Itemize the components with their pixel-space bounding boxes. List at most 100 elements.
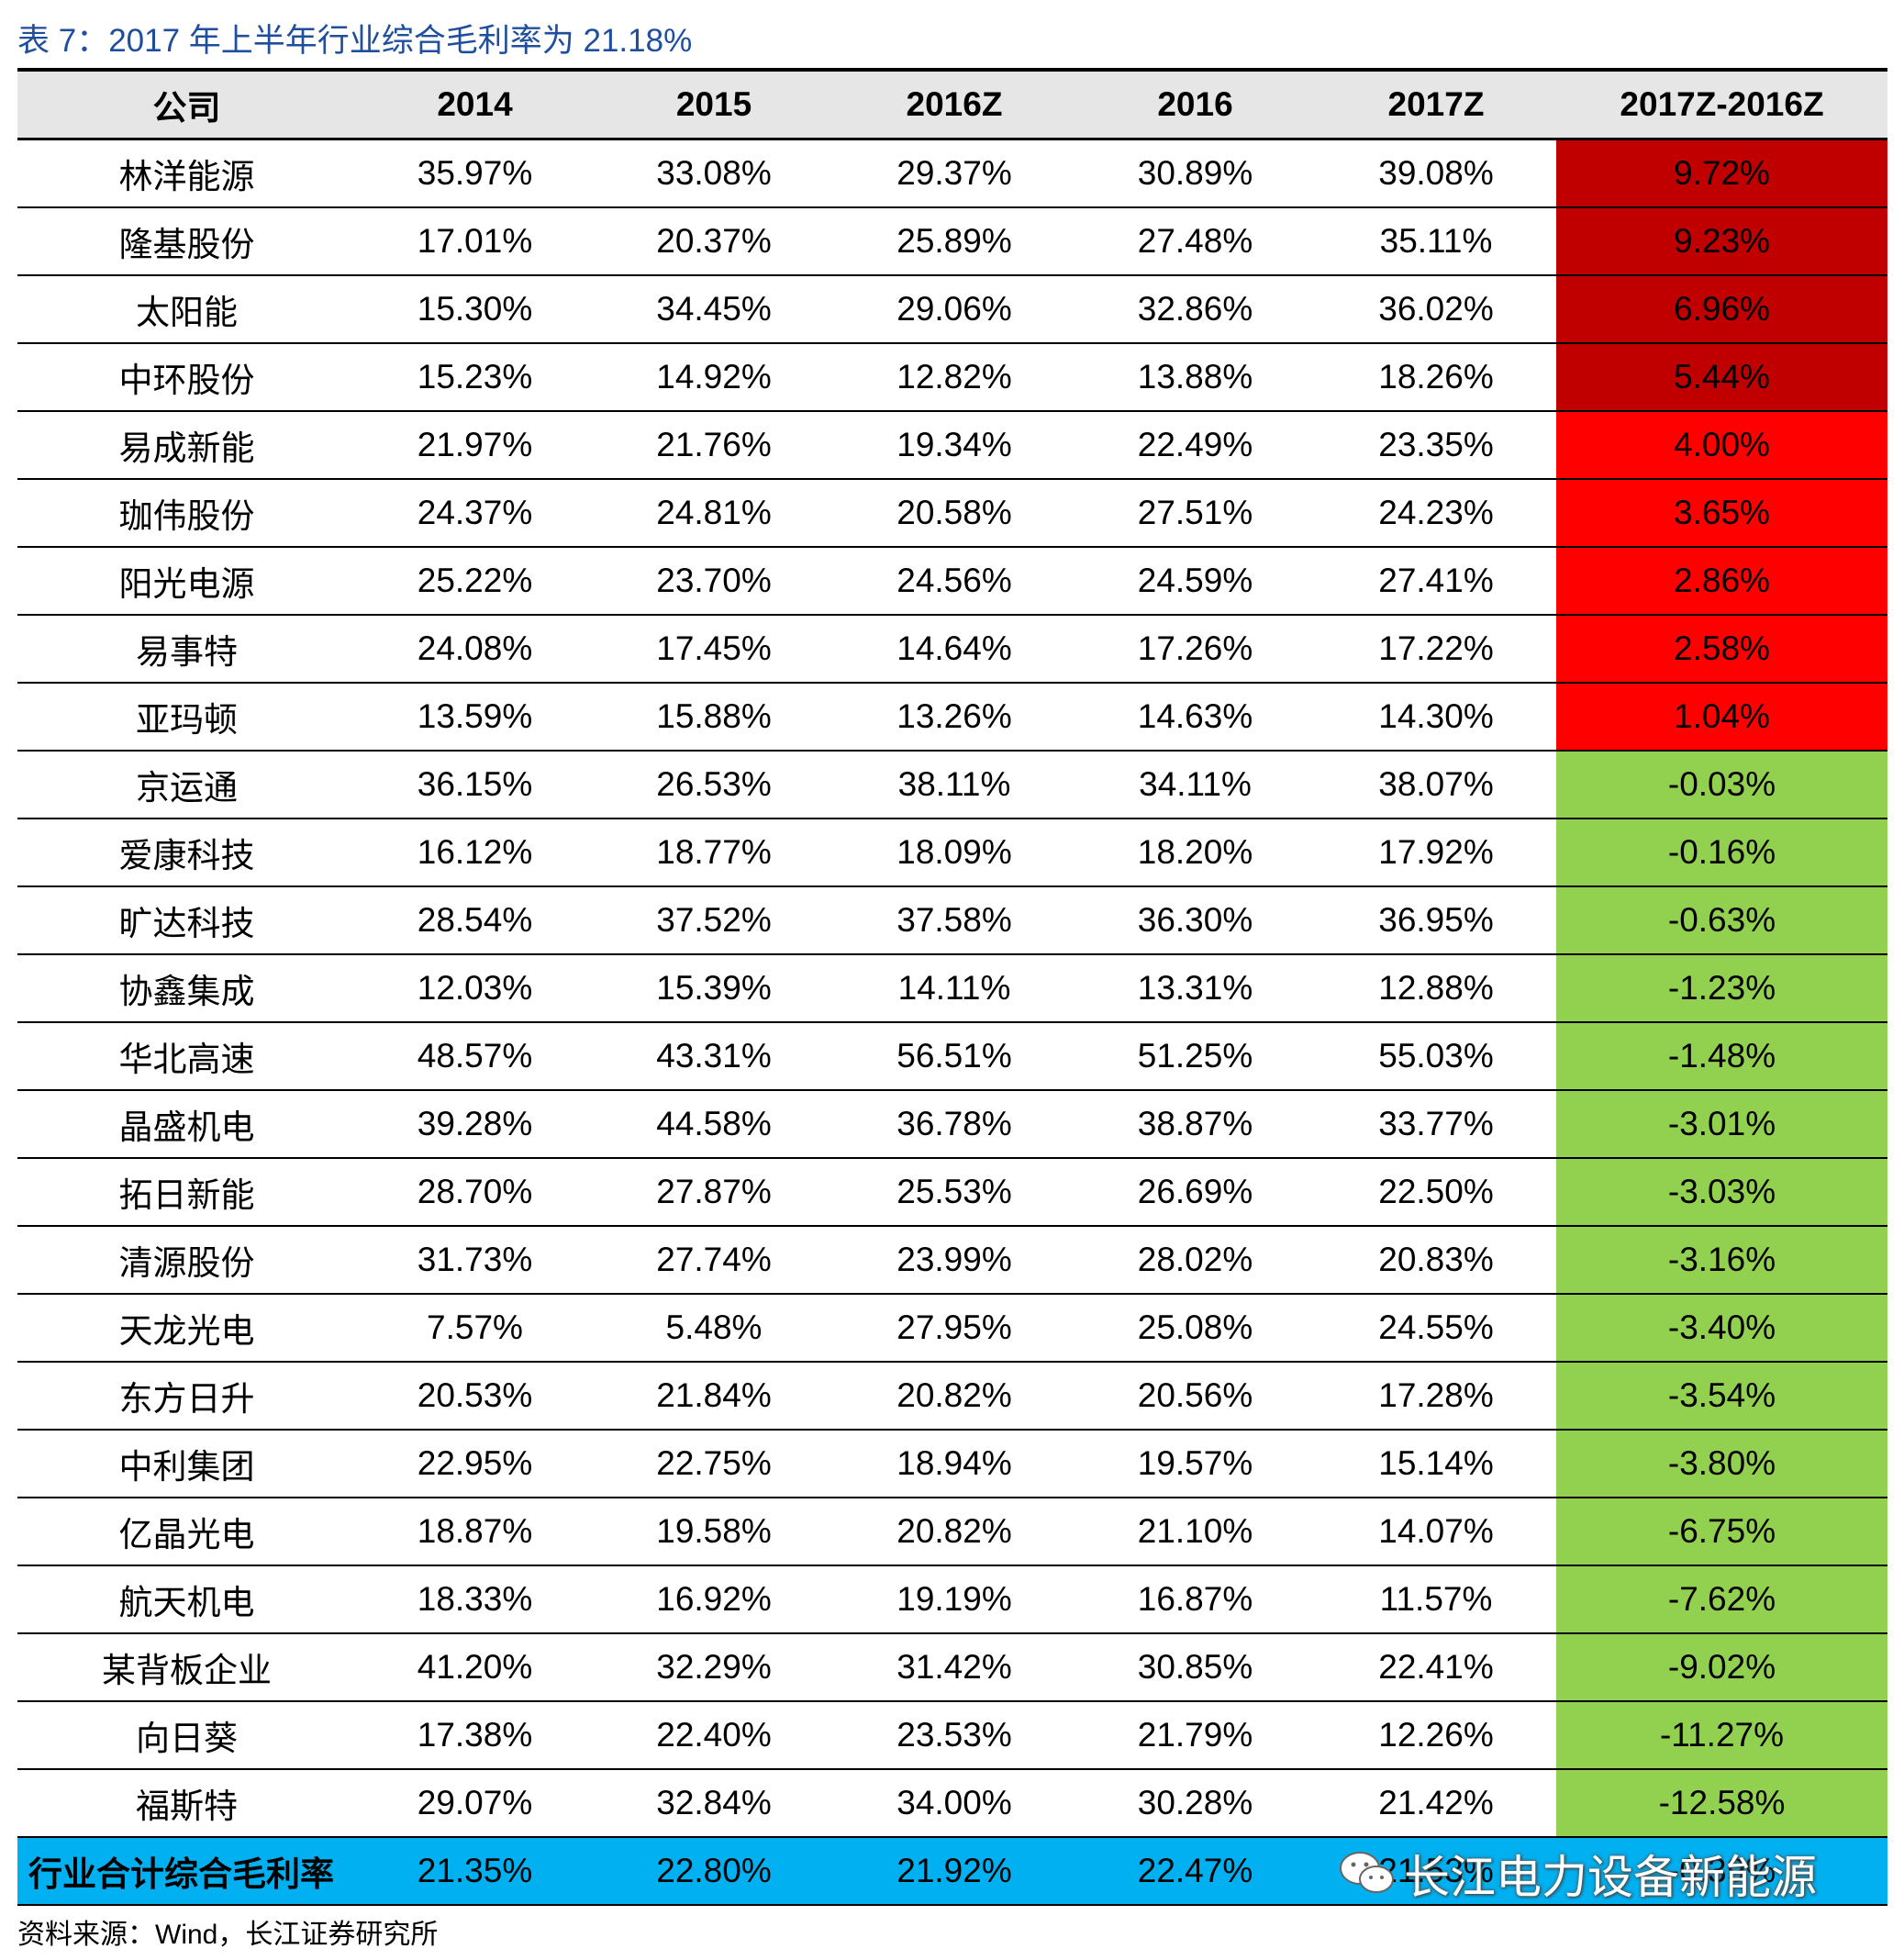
value-cell: -3.03% [1556,1158,1887,1227]
value-cell: -3.01% [1556,1090,1887,1159]
table-row: 阳光电源 25.22% 23.70% 24.56% 24.59% 27.41% 2.86% [17,547,1887,616]
value-cell: 18.87% [356,1498,594,1566]
value-cell: 27.48% [1074,207,1316,276]
value-cell: 20.82% [834,1362,1074,1431]
header-cell: 2015 [594,68,834,140]
value-cell: 24.55% [1316,1294,1556,1363]
value-cell: 25.53% [834,1158,1074,1227]
value-cell: 23.70% [594,547,834,616]
watermark-text: 长江电力设备新能源 [1404,1852,1817,1903]
value-cell: 24.81% [594,479,834,548]
company-cell: 航天机电 [17,1565,356,1634]
value-cell: 34.45% [594,275,834,344]
value-cell: 33.77% [1316,1090,1556,1159]
value-cell: 20.56% [1074,1362,1316,1431]
value-cell: 13.26% [834,683,1074,752]
total-row: 行业合计综合毛利率 21.35% 22.80% 21.92% 22.47% 21.53% -… [17,1837,1887,1906]
table-title: 表 7：2017 年上半年行业综合毛利率为 21.18% [17,23,693,59]
header-cell: 2016 [1074,68,1316,140]
company-cell: 易成新能 [17,411,356,480]
value-cell: 32.86% [1074,275,1316,344]
value-cell: 18.33% [356,1565,594,1634]
value-cell: -3.40% [1556,1294,1887,1363]
value-cell: -1.23% [1556,954,1887,1023]
company-cell: 华北高速 [17,1022,356,1091]
table-row: 易成新能 21.97% 21.76% 19.34% 22.49% 23.35% 4.00% [17,411,1887,480]
value-cell: 23.99% [834,1226,1074,1295]
table-row: 京运通 36.15% 26.53% 38.11% 34.11% 38.07% -0.03% [17,751,1887,819]
value-cell: 38.87% [1074,1090,1316,1159]
value-cell: 31.73% [356,1226,594,1295]
value-cell: 24.37% [356,479,594,548]
value-cell: 55.03% [1316,1022,1556,1091]
company-cell: 清源股份 [17,1226,356,1295]
value-cell: -6.75% [1556,1498,1887,1566]
value-cell: 48.57% [356,1022,594,1091]
value-cell: 41.20% [356,1633,594,1702]
value-cell: 30.28% [1074,1769,1316,1838]
value-cell: 26.53% [594,751,834,819]
company-cell: 行业合计综合毛利率 [17,1837,356,1906]
value-cell: 32.29% [594,1633,834,1702]
value-cell: 22.95% [356,1430,594,1498]
value-cell: 22.75% [594,1430,834,1498]
source-note: 资料来源：Wind，长江证券研究所 [17,1920,439,1950]
value-cell: 23.35% [1316,411,1556,480]
value-cell: 28.70% [356,1158,594,1227]
value-cell: 20.82% [834,1498,1074,1566]
value-cell: 21.42% [1316,1769,1556,1838]
value-cell: 16.92% [594,1565,834,1634]
company-cell: 亚玛顿 [17,683,356,752]
value-cell: 36.78% [834,1090,1074,1159]
table-row: 隆基股份 17.01% 20.37% 25.89% 27.48% 35.11% 9.23% [17,207,1887,276]
value-cell: 17.26% [1074,615,1316,684]
value-cell: 19.19% [834,1565,1074,1634]
value-cell: 26.69% [1074,1158,1316,1227]
value-cell: 17.38% [356,1701,594,1770]
value-cell: 14.11% [834,954,1074,1023]
company-cell: 协鑫集成 [17,954,356,1023]
table-row: 爱康科技 16.12% 18.77% 18.09% 18.20% 17.92% -0.16% [17,819,1887,887]
value-cell: 37.52% [594,886,834,955]
value-cell: 24.08% [356,615,594,684]
value-cell: 21.10% [1074,1498,1316,1566]
value-cell: -11.27% [1556,1701,1887,1770]
value-cell: 1.04% [1556,683,1887,752]
value-cell: 24.59% [1074,547,1316,616]
value-cell: 11.57% [1316,1565,1556,1634]
value-cell: -3.80% [1556,1430,1887,1498]
table-row: 向日葵 17.38% 22.40% 23.53% 21.79% 12.26% -11.27% [17,1701,1887,1770]
value-cell: 17.22% [1316,615,1556,684]
value-cell: 36.95% [1316,886,1556,955]
value-cell: 22.50% [1316,1158,1556,1227]
table-row: 珈伟股份 24.37% 24.81% 20.58% 27.51% 24.23% 3.65% [17,479,1887,548]
value-cell: 23.53% [834,1701,1074,1770]
value-cell: 37.58% [834,886,1074,955]
value-cell: 16.87% [1074,1565,1316,1634]
value-cell: 21.97% [356,411,594,480]
value-cell: 17.92% [1316,819,1556,887]
value-cell: 2.58% [1556,615,1887,684]
value-cell: 17.45% [594,615,834,684]
table-row: 清源股份 31.73% 27.74% 23.99% 28.02% 20.83% -3.16% [17,1226,1887,1295]
table-row: 拓日新能 28.70% 27.87% 25.53% 26.69% 22.50% -3.03% [17,1158,1887,1227]
value-cell: 22.80% [594,1837,834,1906]
value-cell: 20.58% [834,479,1074,548]
value-cell: 27.87% [594,1158,834,1227]
value-cell: 9.23% [1556,207,1887,276]
value-cell: 30.85% [1074,1633,1316,1702]
table-row: 天龙光电 7.57% 5.48% 27.95% 25.08% 24.55% -3.40% [17,1294,1887,1363]
value-cell: 36.02% [1316,275,1556,344]
value-cell: 4.00% [1556,411,1887,480]
company-cell: 晶盛机电 [17,1090,356,1159]
company-cell: 京运通 [17,751,356,819]
table-row: 航天机电 18.33% 16.92% 19.19% 16.87% 11.57% -7.62% [17,1565,1887,1634]
value-cell: 14.64% [834,615,1074,684]
value-cell: 29.06% [834,275,1074,344]
value-cell: 25.89% [834,207,1074,276]
value-cell: 31.42% [834,1633,1074,1702]
value-cell: 43.31% [594,1022,834,1091]
value-cell: 21.35% [356,1837,594,1906]
table-body: 林洋能源 35.97% 33.08% 29.37% 30.89% 39.08% 9.72% 隆… [17,139,1887,1906]
header-cell: 公司 [17,68,356,140]
